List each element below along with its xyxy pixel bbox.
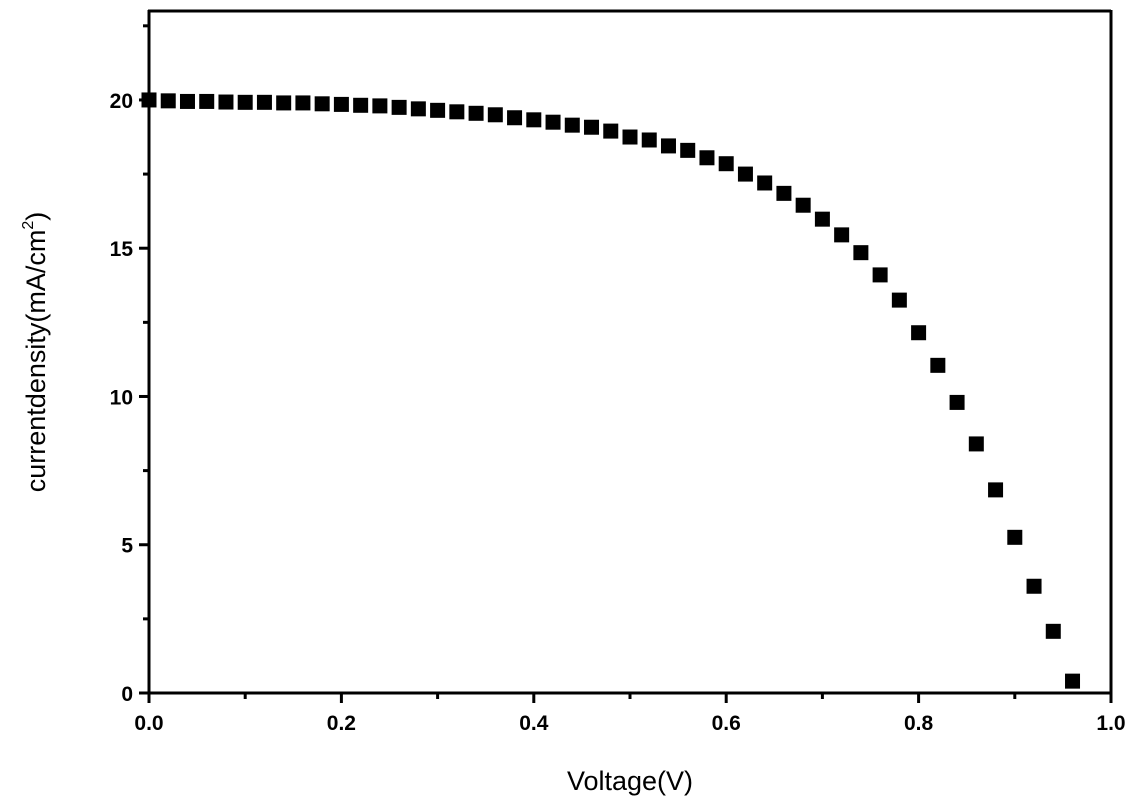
data-point: [295, 95, 311, 111]
y-tick-label: 10: [110, 386, 133, 409]
data-point: [834, 227, 850, 243]
data-point: [314, 96, 330, 112]
y-tick-label: 0: [121, 683, 133, 706]
data-point: [218, 94, 234, 110]
data-point: [237, 94, 253, 110]
data-point: [776, 185, 792, 201]
y-tick-label: 20: [110, 90, 133, 113]
data-point: [1065, 673, 1081, 689]
data-point: [449, 104, 465, 120]
data-point: [891, 292, 907, 308]
data-point: [622, 129, 638, 145]
x-tick-label: 0.2: [327, 712, 356, 735]
x-tick-label: 0.8: [904, 712, 934, 735]
y-tick-label: 5: [121, 535, 133, 558]
data-point: [487, 107, 503, 123]
data-point: [545, 114, 561, 130]
data-point: [872, 267, 888, 283]
x-tick-label: 0.4: [519, 712, 549, 735]
data-point: [603, 123, 619, 139]
x-tick-label: 1.0: [1096, 712, 1125, 735]
data-point: [757, 175, 773, 191]
data-point: [507, 110, 523, 126]
x-tick-label: 0.0: [134, 712, 163, 735]
data-point: [680, 142, 696, 158]
x-axis-label: Voltage(V): [567, 766, 693, 796]
data-point: [160, 93, 176, 109]
data-point: [276, 95, 292, 111]
data-point: [353, 97, 369, 113]
data-point: [410, 101, 426, 117]
data-point: [256, 94, 272, 110]
data-point: [930, 357, 946, 373]
data-point: [430, 102, 446, 118]
data-point: [391, 99, 407, 115]
data-point: [1007, 529, 1023, 545]
x-tick-label: 0.6: [712, 712, 741, 735]
data-point: [641, 132, 657, 148]
data-point: [1045, 623, 1061, 639]
data-point: [737, 166, 753, 182]
data-point: [988, 482, 1004, 498]
data-point: [179, 93, 195, 109]
data-point: [699, 150, 715, 166]
data-point: [968, 436, 984, 452]
y-tick-label: 15: [110, 238, 134, 261]
data-point: [468, 105, 484, 121]
data-point: [564, 117, 580, 133]
data-point: [949, 394, 965, 410]
data-point: [853, 245, 869, 261]
data-point: [1026, 578, 1042, 594]
data-point: [333, 96, 349, 112]
y-axis-label: currentdensity(mA/cm2): [20, 212, 51, 492]
data-point: [911, 325, 927, 341]
data-point: [199, 93, 215, 109]
data-point: [372, 98, 388, 114]
data-point: [584, 119, 600, 135]
data-point: [526, 112, 542, 128]
data-point: [660, 138, 676, 154]
data-point: [814, 211, 830, 227]
data-point: [718, 156, 734, 172]
data-point: [795, 197, 811, 213]
